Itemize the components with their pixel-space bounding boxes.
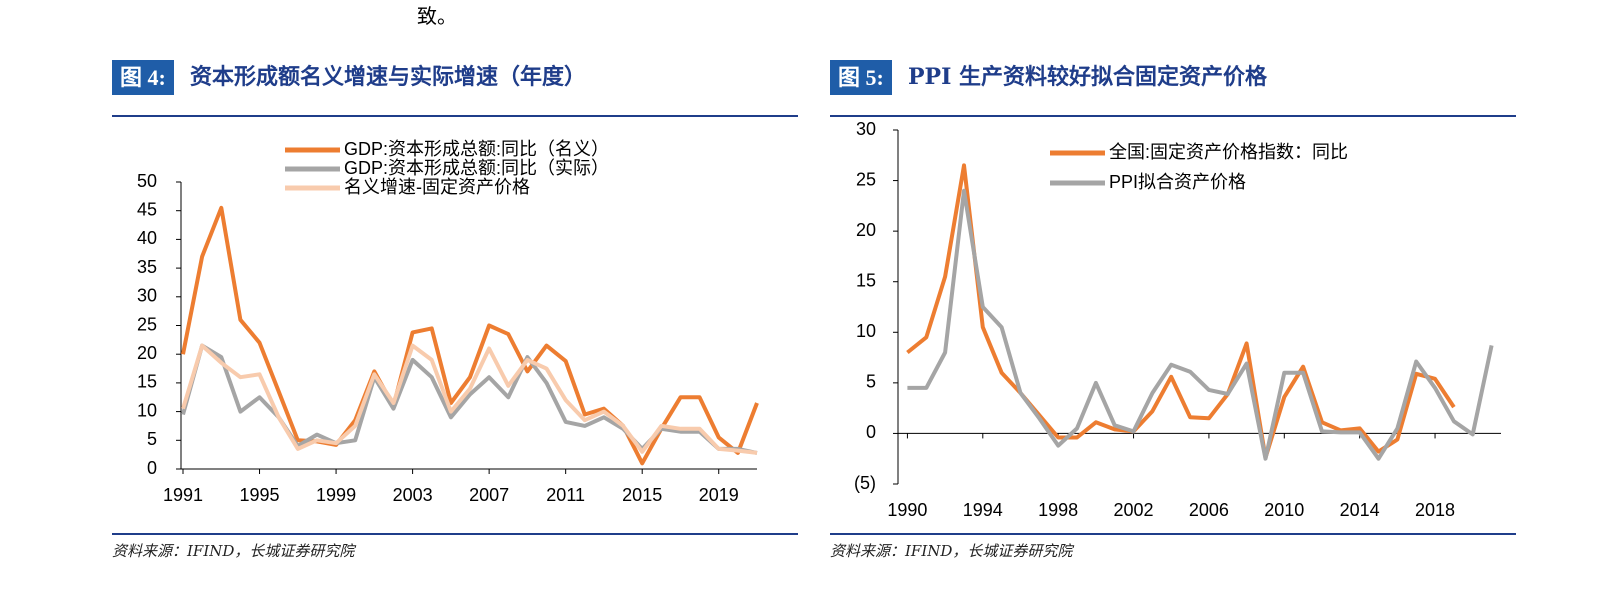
x-tick-label: 1998: [1038, 500, 1078, 520]
body-text: 致。: [417, 4, 457, 28]
y-tick-label: 20: [137, 343, 157, 363]
series-line: [907, 188, 1494, 461]
x-tick-label: 2006: [1189, 500, 1229, 520]
legend-label: 全国:固定资产价格指数：同比: [1109, 142, 1348, 162]
x-tick-label: 1994: [963, 500, 1003, 520]
y-tick-label: 45: [137, 199, 157, 219]
y-tick-label: (5): [854, 473, 876, 493]
y-tick-label: 30: [856, 119, 876, 139]
series-line: [181, 205, 759, 466]
figure-title: PPI 生产资料较好拟合固定资产价格: [908, 64, 1268, 90]
legend-label: PPI拟合资产价格: [1109, 172, 1246, 192]
series-line: [181, 343, 758, 455]
x-tick-label: 2014: [1340, 500, 1380, 520]
figure-title: 资本形成额名义增速与实际增速（年度）: [190, 64, 587, 90]
y-tick-label: 35: [137, 257, 157, 277]
series-line: [906, 163, 1456, 460]
y-tick-label: 10: [856, 321, 876, 341]
y-tick-label: 15: [137, 372, 157, 392]
x-tick-label: 2010: [1264, 500, 1304, 520]
legend-label: GDP:资本形成总额:同比（名义）: [344, 139, 609, 159]
x-tick-label: 2018: [1415, 500, 1455, 520]
source: 资料来源：IFIND，长城证券研究院: [112, 542, 355, 560]
y-tick-label: 5: [866, 372, 876, 392]
x-tick-label: 2019: [699, 485, 739, 505]
x-tick-label: 2002: [1114, 500, 1154, 520]
y-tick-label: 0: [147, 458, 157, 478]
rule: [112, 115, 798, 117]
x-tick-label: 2003: [393, 485, 433, 505]
y-tick-label: 20: [856, 220, 876, 240]
legend-label: 名义增速-固定资产价格: [344, 177, 530, 197]
y-tick-label: 40: [137, 228, 157, 248]
rule: [830, 533, 1516, 535]
figure-label: 图 4:: [112, 60, 174, 95]
figure-label: 图 5:: [830, 60, 892, 95]
x-tick-label: 1999: [316, 485, 356, 505]
y-tick-label: 50: [137, 171, 157, 191]
x-tick-label: 2015: [622, 485, 662, 505]
x-tick-label: 1990: [887, 500, 927, 520]
x-tick-label: 2007: [469, 485, 509, 505]
rule: [830, 115, 1516, 117]
rule: [112, 533, 798, 535]
x-tick-label: 2011: [546, 485, 585, 505]
source: 资料来源：IFIND，长城证券研究院: [830, 542, 1073, 560]
legend-label: GDP:资本形成总额:同比（实际）: [344, 158, 609, 178]
y-tick-label: 25: [856, 169, 876, 189]
y-tick-label: 15: [856, 270, 876, 290]
x-tick-label: 1991: [163, 485, 203, 505]
y-tick-label: 25: [137, 314, 157, 334]
y-tick-label: 5: [147, 429, 157, 449]
y-tick-label: 30: [137, 286, 157, 306]
x-tick-label: 1995: [240, 485, 280, 505]
y-tick-label: 0: [866, 422, 876, 442]
y-tick-label: 10: [137, 400, 157, 420]
